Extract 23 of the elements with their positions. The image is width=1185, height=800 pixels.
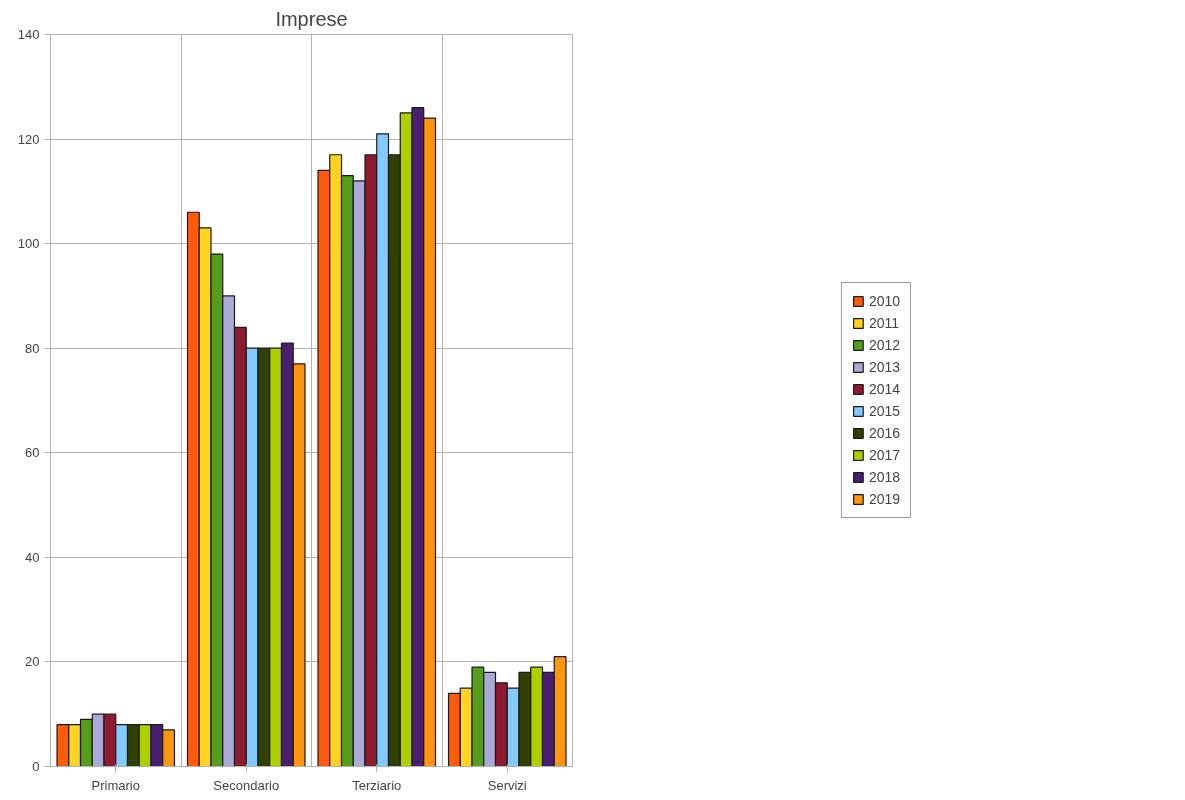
legend-label: 2014 bbox=[868, 381, 901, 397]
y-tick-label: 120 bbox=[17, 131, 40, 147]
chart-title: Imprese bbox=[275, 7, 348, 30]
y-tick-label: 0 bbox=[32, 759, 40, 774]
x-tick-label: Secondario bbox=[213, 777, 280, 793]
legend-label: 2018 bbox=[868, 469, 901, 485]
y-tick-label: 140 bbox=[17, 27, 40, 42]
legend-label: 2017 bbox=[868, 447, 901, 463]
y-tick-label: 60 bbox=[25, 445, 40, 461]
legend-label: 2012 bbox=[868, 337, 901, 353]
x-tick-label: Terziario bbox=[352, 777, 402, 793]
x-tick-label: Servizi bbox=[487, 777, 527, 793]
legend-label: 2013 bbox=[868, 359, 901, 375]
legend-label: 2019 bbox=[868, 491, 901, 507]
y-tick-label: 100 bbox=[17, 236, 40, 252]
legend-label: 2016 bbox=[868, 425, 901, 441]
legend-label: 2015 bbox=[868, 403, 901, 419]
legend-label: 2011 bbox=[868, 315, 900, 331]
y-tick-label: 40 bbox=[25, 549, 40, 565]
y-tick-label: 20 bbox=[25, 654, 40, 670]
x-tick-label: Primario bbox=[91, 777, 140, 793]
legend-label: 2010 bbox=[868, 293, 901, 309]
y-tick-label: 80 bbox=[25, 340, 40, 356]
